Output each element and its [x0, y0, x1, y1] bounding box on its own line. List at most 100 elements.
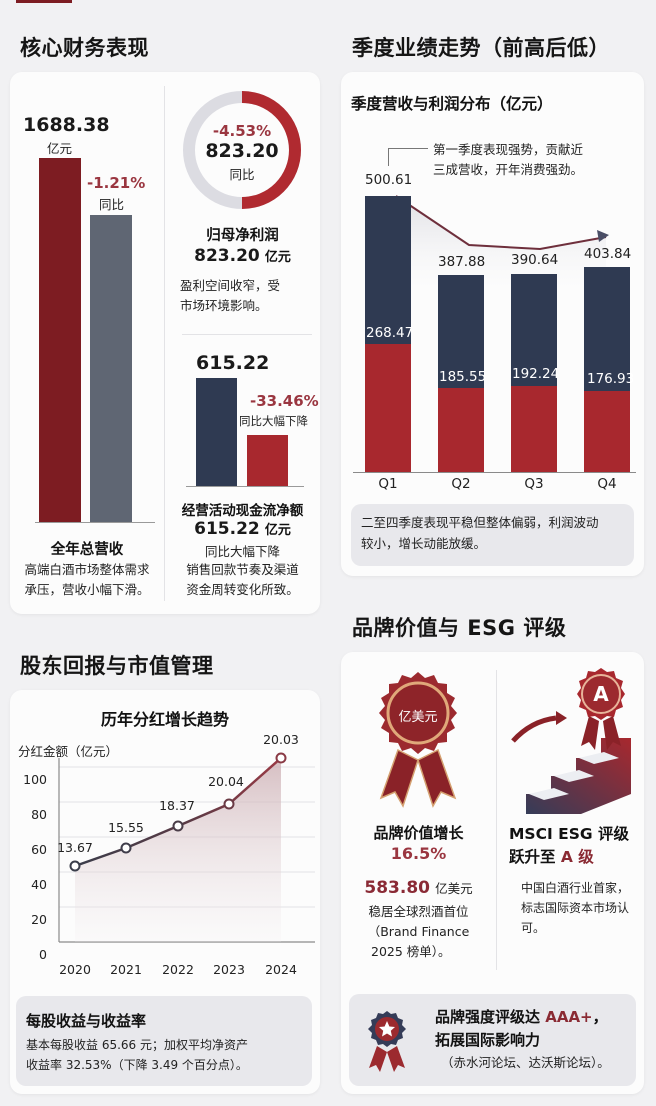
cash-flow-value: 615.22 — [194, 519, 260, 539]
column-divider — [164, 86, 165, 601]
brand-desc-1: 稳居全球烈酒首位 — [368, 904, 469, 919]
net-profit-ring-value: 823.20 — [205, 140, 279, 162]
revenue-yoy-pct: -1.21% — [87, 174, 146, 192]
quarterly-note-1: 二至四季度表现平稳但整体偏弱，利润波动 — [361, 515, 599, 530]
revenue-trend-line — [395, 195, 609, 292]
x-tick-2021: 2021 — [110, 962, 142, 977]
esg-title-2: 跃升至 A 级 — [509, 845, 594, 867]
q4-revenue-label: 403.84 — [584, 246, 632, 262]
brand-strength-line-2: 拓展国际影响力 — [435, 1031, 541, 1049]
point-label-2024: 20.03 — [263, 732, 299, 747]
quarterly-note-box: 二至四季度表现平稳但整体偏弱，利润波动 较小，增长动能放缓。 — [351, 504, 634, 566]
esg-upgrade-stairs-icon — [511, 668, 631, 814]
annotation-leader-horizontal — [388, 148, 428, 149]
esg-desc-3: 可。 — [521, 921, 546, 935]
x-tick-q4: Q4 — [597, 476, 617, 492]
revenue-desc-2: 承压，营收小幅下滑。 — [24, 582, 150, 597]
q3-revenue-bar — [511, 274, 557, 386]
esg-title-2-grade: A 级 — [560, 848, 594, 866]
q1-profit-label: 268.47 — [366, 325, 414, 341]
brand-strength-line-1: 品牌强度评级达 AAA+， — [435, 1006, 608, 1027]
net-profit-ring-label: 同比 — [229, 167, 255, 182]
brand-desc-3: 2025 榜单）。 — [371, 944, 451, 959]
x-tick-q2: Q2 — [451, 476, 471, 492]
y-tick-20: 20 — [31, 912, 47, 927]
net-profit-value: 823.20 — [194, 246, 260, 266]
net-profit-ring-pct: -4.53% — [212, 122, 272, 140]
net-profit-unit: 亿元 — [264, 250, 291, 265]
q1-revenue-label: 500.61 — [365, 172, 413, 188]
brand-esg-divider — [496, 670, 497, 970]
cash-flow-yoy-pct: -33.46% — [250, 392, 319, 410]
y-tick-40: 40 — [31, 877, 47, 892]
esg-title-1: MSCI ESG 评级 — [509, 825, 629, 843]
star-badge-icon — [368, 1011, 406, 1072]
y-tick-0: 0 — [39, 947, 47, 962]
q1-annotation-2: 三成营收，开年消费强劲。 — [433, 162, 584, 177]
revenue-desc-1: 高端白酒市场整体需求 — [24, 562, 150, 577]
dividend-y-label: 分红金额（亿元） — [18, 744, 119, 759]
annotation-leader-vertical — [388, 148, 389, 166]
brand-value-pct: 16.5% — [390, 844, 447, 863]
y-tick-80: 80 — [31, 807, 47, 822]
q4-profit-label: 176.93 — [587, 371, 635, 387]
cash-flow-yoy-bar — [247, 435, 288, 486]
revenue-unit: 亿元 — [47, 141, 73, 156]
q4-revenue-bar — [584, 267, 630, 391]
brand-strength-prefix: 品牌强度评级达 — [435, 1008, 546, 1026]
x-tick-q3: Q3 — [524, 476, 544, 492]
net-profit-ring: -4.53% 823.20 同比 — [182, 90, 302, 210]
esg-grade-letter: A — [593, 682, 609, 706]
core-finance-card: 1688.38 亿元 -1.21% 同比 全年总营收 高端白酒市场整体需求 承压… — [10, 72, 320, 614]
profit-cash-divider — [182, 334, 312, 335]
net-profit-desc-1: 盈利空间收窄，受 — [180, 278, 281, 293]
x-tick-2022: 2022 — [162, 962, 194, 977]
x-tick-q1: Q1 — [378, 476, 398, 492]
dividend-chart-title: 历年分红增长趋势 — [100, 710, 229, 729]
section-title-brand-esg: 品牌价值与 ESG 评级 — [352, 616, 567, 640]
cash-flow-yoy-label: 同比大幅下降 — [239, 414, 308, 428]
eps-line-2: 收益率 32.53%（下降 3.49 个百分点）。 — [26, 1058, 248, 1072]
q1-annotation-1: 第一季度表现强势，贡献近 — [433, 142, 584, 157]
section-title-shareholder: 股东回报与市值管理 — [20, 654, 214, 678]
brand-strength-box: 品牌强度评级达 AAA+， 拓展国际影响力 （赤水河论坛、达沃斯论坛）。 — [349, 994, 636, 1086]
cash-flow-bar-value: 615.22 — [196, 352, 270, 374]
brand-value-amount: 583.80 — [364, 878, 430, 898]
dividend-area-chart — [58, 752, 315, 943]
revenue-title: 全年总营收 — [50, 542, 124, 558]
brand-esg-card: 亿美元 A 品牌价值增长 16.5% 583.80 亿美元 稳居全球烈酒首位 （… — [341, 652, 644, 1094]
cash-flow-title: 经营活动现金流净额 — [181, 503, 304, 519]
y-tick-60: 60 — [31, 842, 47, 857]
q2-revenue-bar — [438, 275, 484, 388]
q4-profit-bar — [584, 391, 630, 472]
brand-value-line: 583.80 亿美元 — [341, 878, 496, 898]
cash-flow-desc-1: 销售回款节奏及渠道 — [186, 562, 299, 577]
award-medal-icon — [379, 672, 457, 808]
esg-title-2-prefix: 跃升至 — [509, 848, 561, 866]
cash-flow-value-line: 615.22 亿元 — [165, 519, 320, 539]
q3-profit-label: 192.24 — [512, 366, 560, 382]
point-label-2020: 13.67 — [57, 840, 93, 855]
brand-desc-2: （Brand Finance — [367, 924, 470, 939]
q1-profit-bar — [365, 344, 411, 472]
q2-revenue-label: 387.88 — [438, 254, 486, 270]
q2-profit-label: 185.55 — [439, 369, 487, 385]
x-tick-2023: 2023 — [213, 962, 245, 977]
section-title-core-finance: 核心财务表现 — [20, 36, 149, 60]
revenue-axis — [35, 522, 155, 523]
dividend-card: 历年分红增长趋势 分红金额（亿元） 100 80 — [10, 690, 320, 1094]
cash-flow-axis — [186, 486, 304, 487]
quarterly-card: 季度营收与利润分布（亿元） 第一季度表现强势，贡献近 三成营收，开年消费强劲。 … — [341, 72, 644, 576]
q3-profit-bar — [511, 386, 557, 472]
point-label-2022: 18.37 — [159, 798, 195, 813]
ring-chart-icon — [183, 91, 301, 209]
section-title-quarterly: 季度业绩走势（前高后低） — [352, 36, 610, 60]
y-tick-100: 100 — [23, 772, 47, 787]
brand-strength-grade: AAA+ — [545, 1008, 593, 1026]
x-tick-2024: 2024 — [265, 962, 297, 977]
point-label-2021: 15.55 — [108, 820, 144, 835]
cash-flow-sub: 同比大幅下降 — [204, 544, 280, 559]
revenue-yoy-label: 同比 — [99, 197, 125, 212]
q2-profit-bar — [438, 388, 484, 472]
cash-flow-desc-2: 资金周转变化所致。 — [186, 582, 299, 597]
